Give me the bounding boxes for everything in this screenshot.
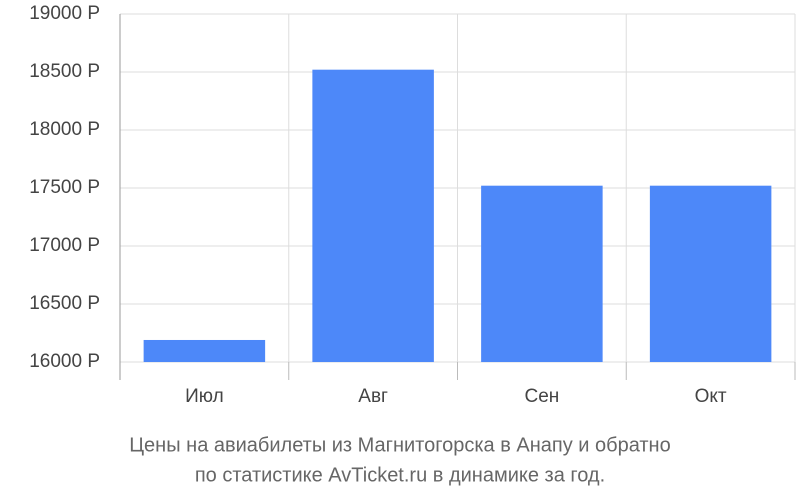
y-tick-label: 17000 Р (29, 235, 100, 256)
x-tick-label: Окт (695, 386, 727, 407)
y-tick-label: 16500 Р (29, 293, 100, 314)
y-tick-label: 18000 Р (29, 119, 100, 140)
x-tick-label: Сен (524, 386, 559, 407)
x-tick-label: Авг (358, 386, 388, 407)
y-tick-label: 18500 Р (29, 61, 100, 82)
bar (481, 185, 603, 363)
y-tick-label: 16000 Р (29, 351, 100, 372)
chart-subtitle: по статистике AvTicket.ru в динамике за … (195, 464, 605, 486)
y-tick-label: 19000 Р (29, 3, 100, 24)
bar (312, 69, 434, 363)
bar (649, 185, 772, 363)
y-tick-label: 17500 Р (29, 177, 100, 198)
x-tick-label: Июл (185, 386, 224, 407)
bar (143, 339, 266, 363)
chart-title: Цены на авиабилеты из Магнитогорска в Ан… (129, 434, 670, 456)
